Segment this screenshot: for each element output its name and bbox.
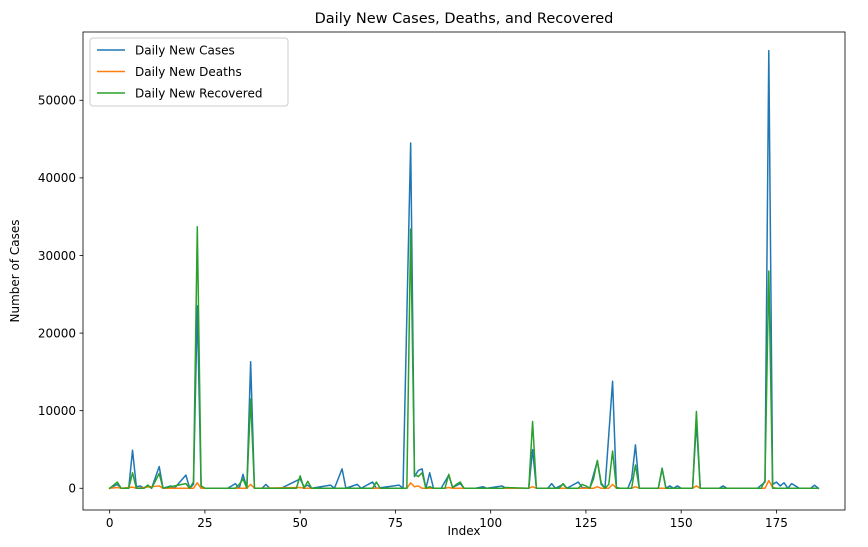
y-axis-title: Number of Cases	[8, 219, 22, 322]
y-tick-label: 40000	[38, 171, 76, 185]
x-axis: 0 25 50 75 100 125 150 175	[106, 510, 788, 530]
series-layer	[108, 49, 820, 490]
legend-label: Daily New Deaths	[135, 65, 242, 79]
plot-background	[83, 32, 845, 510]
y-tick-label: 10000	[38, 404, 76, 418]
series-line-3	[108, 226, 820, 490]
y-tick-label: 30000	[38, 249, 76, 263]
x-tick-label: 150	[670, 516, 693, 530]
x-tick-label: 75	[388, 516, 403, 530]
x-axis-title: Index	[447, 524, 480, 538]
x-tick-label: 125	[574, 516, 597, 530]
x-tick-label: 100	[479, 516, 502, 530]
legend-label: Daily New Cases	[135, 43, 235, 57]
x-tick-label: 175	[765, 516, 788, 530]
y-axis: 0 10000 20000 30000 40000 50000	[38, 94, 83, 496]
x-tick-label: 0	[106, 516, 114, 530]
x-tick-label: 50	[293, 516, 308, 530]
chart-title: Daily New Cases, Deaths, and Recovered	[315, 11, 614, 27]
legend: Daily New Cases Daily New Deaths Daily New…	[89, 37, 289, 107]
legend-label: Daily New Recovered	[135, 86, 262, 100]
plot-area	[83, 32, 845, 510]
legend-box	[89, 37, 289, 107]
y-tick-label: 0	[68, 482, 76, 496]
y-tick-label: 50000	[38, 94, 76, 108]
x-tick-label: 25	[197, 516, 212, 530]
plot-frame	[82, 31, 846, 511]
y-tick-label: 20000	[38, 326, 76, 340]
